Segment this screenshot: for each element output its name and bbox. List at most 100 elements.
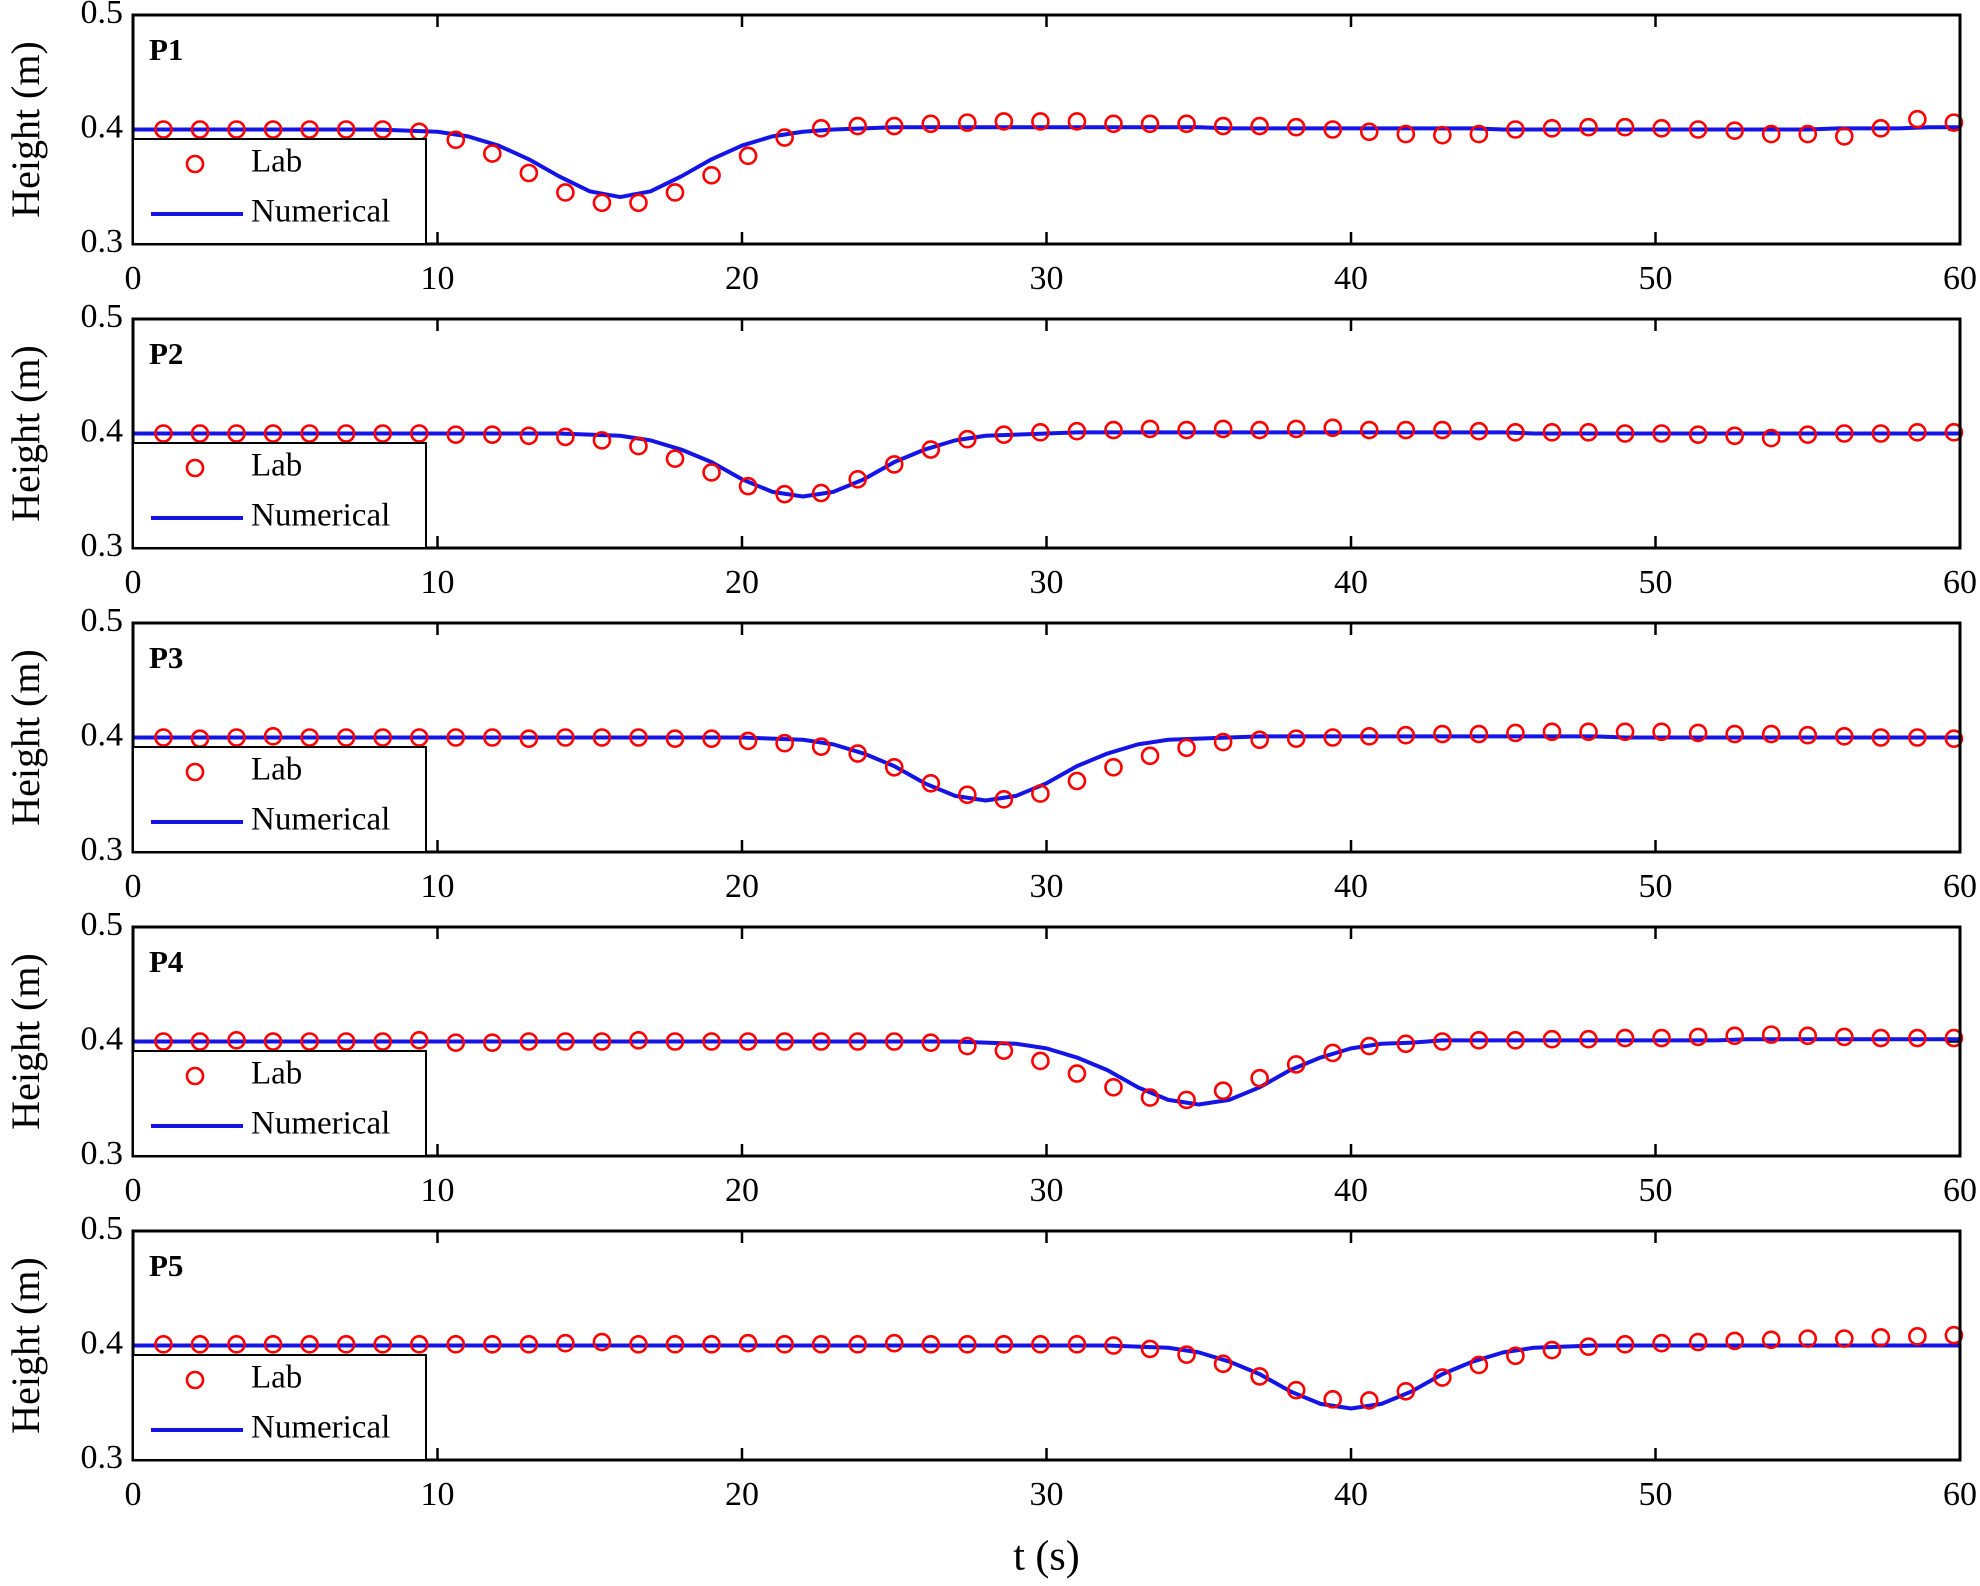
lab-marker <box>1761 428 1781 448</box>
lab-marker <box>373 120 392 139</box>
lab-marker <box>1871 424 1891 443</box>
lab-marker <box>665 729 685 748</box>
lab-marker <box>848 469 868 489</box>
x-tick-label: 60 <box>1943 260 1977 297</box>
legend-marker <box>185 1066 205 1086</box>
lab-marker <box>190 424 210 443</box>
lab-marker <box>1506 723 1525 743</box>
lab-marker <box>1177 420 1196 440</box>
lab-marker <box>775 1032 794 1051</box>
lab-marker <box>702 463 721 482</box>
lab-marker <box>1067 1335 1087 1354</box>
lab-marker <box>1725 1026 1744 1046</box>
lab-marker <box>556 1032 575 1051</box>
legend-label: Lab <box>251 1056 302 1092</box>
lab-marker <box>738 1333 758 1353</box>
lab-marker <box>1871 119 1891 138</box>
lab-marker <box>1542 423 1562 442</box>
x-tick-label: 60 <box>1943 1476 1977 1513</box>
lab-marker <box>592 1332 612 1352</box>
lab-marker <box>519 426 539 446</box>
lab-marker <box>1250 1367 1269 1386</box>
lab-marker <box>263 1335 283 1354</box>
lab-marker <box>665 183 685 202</box>
x-tick-label: 60 <box>1943 1172 1977 1209</box>
lab-marker <box>446 425 466 444</box>
y-tick-label: 0.5 <box>81 298 124 335</box>
lab-marker <box>1834 1329 1854 1348</box>
lab-marker <box>1359 420 1379 440</box>
lab-marker <box>1286 729 1306 748</box>
lab-marker <box>775 1335 794 1354</box>
y-tick-label: 0.3 <box>81 1135 124 1172</box>
lab-marker <box>1871 728 1891 747</box>
x-tick-label: 40 <box>1334 1476 1368 1513</box>
lab-marker <box>336 728 356 747</box>
lab-marker <box>1652 424 1671 443</box>
lab-marker <box>629 728 648 747</box>
lab-marker <box>1834 127 1854 146</box>
lab-marker <box>227 120 246 139</box>
lab-marker <box>1469 1355 1489 1375</box>
lab-marker <box>154 1032 173 1051</box>
lab-marker <box>848 1335 868 1354</box>
x-tick-label: 50 <box>1639 1476 1673 1513</box>
lab-marker <box>1798 725 1818 745</box>
x-tick-label: 10 <box>421 1476 455 1513</box>
lab-marker <box>446 1335 466 1354</box>
lab-marker <box>1067 771 1087 791</box>
lab-marker <box>1213 116 1233 136</box>
lab-marker <box>884 116 904 136</box>
y-tick-label: 0.3 <box>81 223 124 260</box>
x-tick-label: 0 <box>125 868 142 905</box>
lab-marker <box>1177 1090 1196 1110</box>
lab-marker <box>1323 120 1343 139</box>
x-tick-label: 50 <box>1639 1172 1673 1209</box>
lab-marker <box>1944 1325 1964 1345</box>
lab-marker <box>1542 1340 1562 1360</box>
lab-marker <box>1798 1329 1818 1348</box>
lab-marker <box>1359 1391 1379 1410</box>
y-tick-label: 0.4 <box>81 716 124 753</box>
lab-marker <box>154 728 173 747</box>
lab-marker <box>1688 1332 1708 1352</box>
lab-marker <box>1067 112 1087 131</box>
lab-marker <box>1104 114 1123 134</box>
lab-marker <box>921 1335 941 1354</box>
lab-marker <box>592 1032 612 1051</box>
y-tick-label: 0.5 <box>81 1210 124 1247</box>
lab-marker <box>775 128 794 147</box>
lab-marker <box>1506 120 1525 139</box>
lab-marker <box>1323 1390 1343 1409</box>
lab-marker <box>1433 1032 1452 1051</box>
axes-frame <box>131 621 1962 854</box>
axes-frame <box>131 925 1962 1158</box>
lab-marker <box>884 1333 904 1353</box>
lab-marker <box>811 737 831 756</box>
panel-label: P1 <box>149 32 183 67</box>
lab-marker <box>592 431 612 450</box>
lab-marker <box>848 744 868 763</box>
lab-marker <box>1396 1034 1416 1054</box>
lab-marker <box>1798 425 1818 444</box>
lab-marker <box>1615 722 1635 742</box>
lab-marker <box>921 1033 941 1052</box>
lab-marker <box>1177 738 1196 758</box>
y-tick-label: 0.4 <box>81 1324 124 1361</box>
lab-marker <box>1177 114 1196 134</box>
lab-marker <box>738 476 758 496</box>
lab-marker <box>1871 1028 1891 1048</box>
lab-marker <box>227 1335 246 1354</box>
legend-label: Numerical <box>251 802 390 838</box>
lab-marker <box>1542 1029 1562 1049</box>
lab-marker <box>1140 1339 1160 1359</box>
lab-marker <box>154 120 173 139</box>
lab-marker <box>373 1032 392 1051</box>
lab-marker <box>958 1335 977 1354</box>
panel-label: P3 <box>149 640 183 675</box>
legend-marker <box>185 154 205 174</box>
x-tick-label: 10 <box>421 868 455 905</box>
panel-label: P5 <box>149 1248 183 1283</box>
lab-marker <box>1286 117 1306 137</box>
